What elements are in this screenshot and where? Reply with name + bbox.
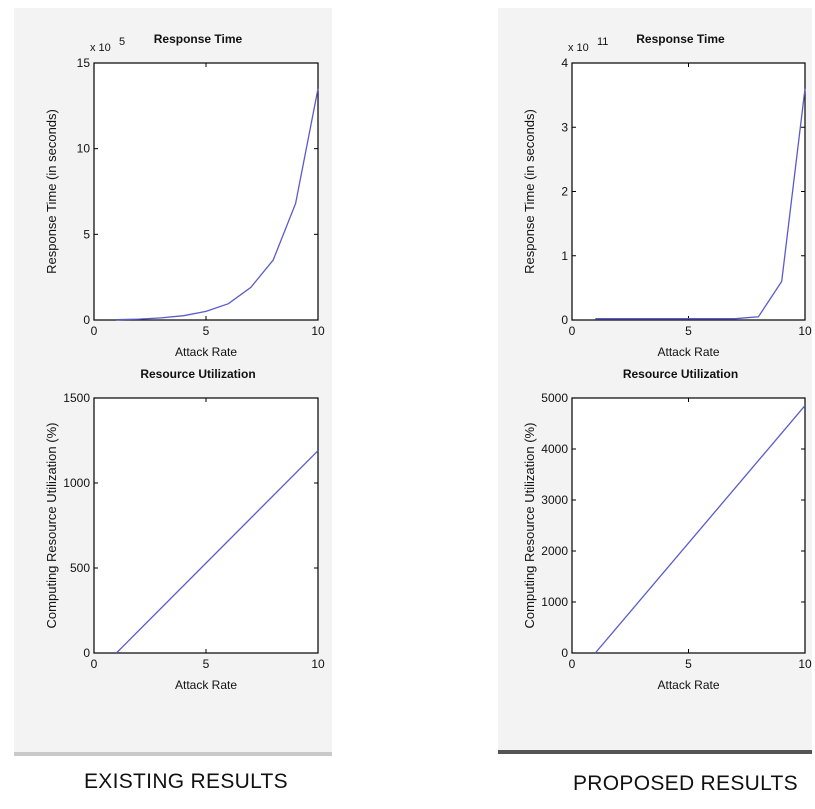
x-tick-label: 10	[798, 657, 812, 671]
x-axis-label: Attack Rate	[175, 345, 237, 359]
y-tick-label: 1000	[63, 476, 90, 490]
y-tick-label: 2	[561, 185, 568, 199]
x-tick-label: 10	[311, 324, 325, 338]
y-tick-label: 5000	[541, 391, 568, 405]
plot-area	[571, 397, 806, 654]
y-tick-label: 0	[561, 313, 568, 327]
x-tick-label: 5	[685, 324, 692, 338]
y-axis-multiplier: x 10	[568, 42, 589, 54]
series-line	[116, 88, 319, 321]
x-axis-label: Attack Rate	[657, 678, 719, 692]
series-line	[594, 405, 806, 654]
y-tick-label: 5	[83, 227, 90, 241]
y-tick-label: 3	[561, 120, 568, 134]
chart-title: Response Time	[154, 32, 243, 46]
chart-1: 0 5 10 0 5 10 15 Response Time Attack Rate Respon…	[44, 32, 325, 359]
y-axis-multiplier-exponent: 11	[597, 36, 608, 48]
y-tick-label: 1000	[541, 595, 568, 609]
chart-2: 0 5 10 0 500 1000 1500 Resource Utilization Atta…	[44, 367, 325, 692]
chart-4: 0 5 10 0 1000 2000 3000 4000 5000 Resource Utiliz…	[522, 367, 812, 692]
existing-panel-shadow	[14, 752, 332, 756]
plot-area	[571, 62, 806, 321]
proposed-results-caption: PROPOSED RESULTS	[573, 772, 798, 795]
y-tick-label: 3000	[541, 493, 568, 507]
y-tick-label: 15	[77, 56, 91, 70]
y-axis-label: Computing Resource Utilization (%)	[44, 423, 59, 629]
y-tick-label: 1500	[63, 391, 90, 405]
x-tick-label: 0	[569, 324, 576, 338]
plot-area	[93, 62, 319, 321]
y-tick-label: 4000	[541, 442, 568, 456]
x-tick-label: 0	[569, 657, 576, 671]
y-tick-label: 0	[83, 313, 90, 327]
y-tick-label: 500	[70, 561, 90, 575]
series-line	[115, 450, 319, 654]
y-axis-label: Computing Resource Utilization (%)	[522, 423, 537, 629]
proposed-panel-shadow	[498, 750, 812, 754]
chart-3: 0 5 10 0 1 2 3 4 Response Time Attack Rate Respons…	[522, 32, 812, 359]
x-tick-label: 5	[203, 657, 210, 671]
y-tick-label: 0	[561, 646, 568, 660]
x-tick-label: 10	[311, 657, 325, 671]
existing-results-caption: EXISTING RESULTS	[84, 770, 288, 793]
y-tick-label: 4	[561, 56, 568, 70]
y-axis-multiplier-exponent: 5	[119, 36, 125, 48]
series-line	[595, 88, 806, 320]
y-tick-label: 2000	[541, 544, 568, 558]
y-tick-label: 10	[77, 142, 91, 156]
y-axis-multiplier: x 10	[90, 42, 111, 54]
y-axis-label: Response Time (in seconds)	[44, 109, 59, 274]
x-tick-label: 0	[91, 657, 98, 671]
x-tick-label: 5	[203, 324, 210, 338]
y-tick-label: 0	[83, 646, 90, 660]
chart-title: Resource Utilization	[623, 367, 738, 381]
x-axis-label: Attack Rate	[657, 345, 719, 359]
x-tick-label: 10	[798, 324, 812, 338]
y-tick-label: 1	[561, 249, 568, 263]
chart-title: Response Time	[636, 32, 725, 46]
x-tick-label: 0	[91, 324, 98, 338]
x-axis-label: Attack Rate	[175, 678, 237, 692]
chart-title: Resource Utilization	[140, 367, 255, 381]
plot-area	[93, 397, 319, 654]
x-tick-label: 5	[685, 657, 692, 671]
y-axis-label: Response Time (in seconds)	[522, 109, 537, 274]
